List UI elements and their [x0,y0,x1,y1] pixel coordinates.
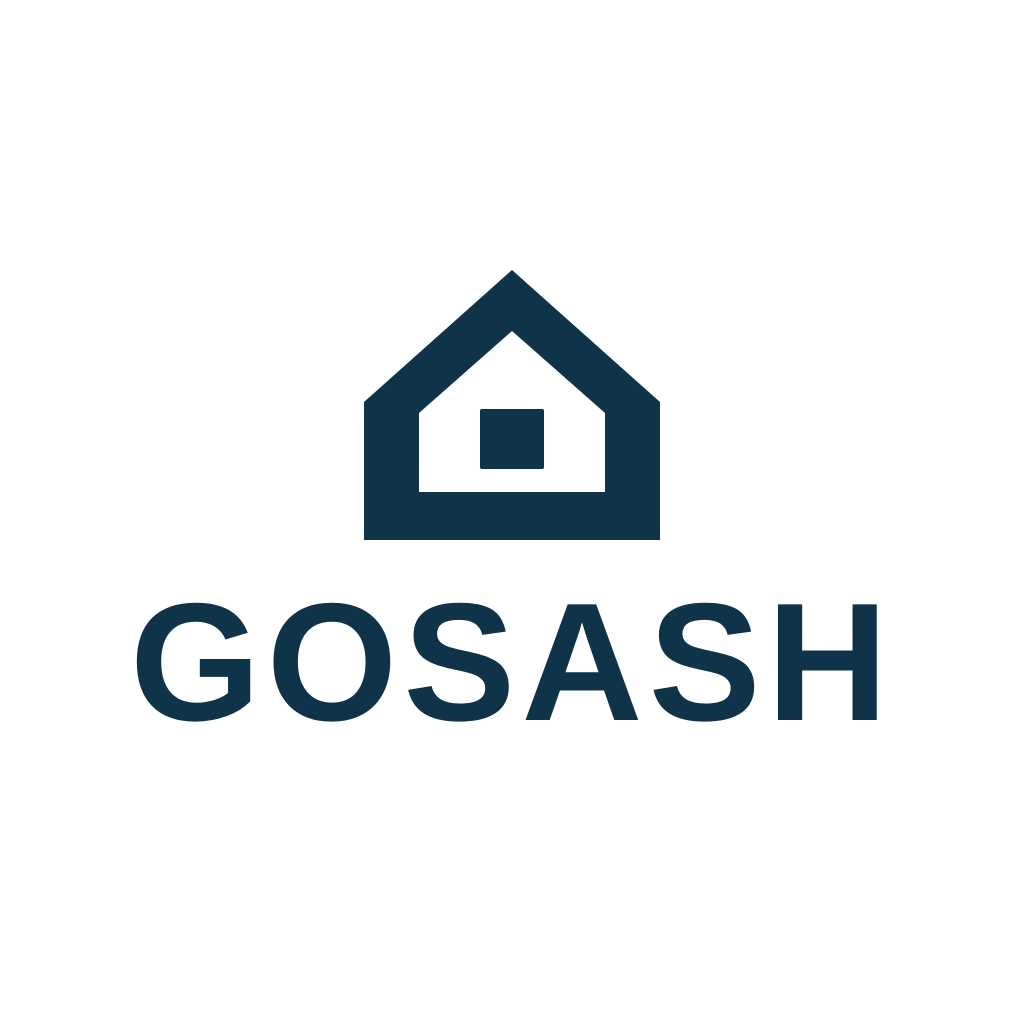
house-window [480,409,544,469]
brand-wordmark: GOSASH [129,568,895,756]
house-outline [364,270,660,540]
